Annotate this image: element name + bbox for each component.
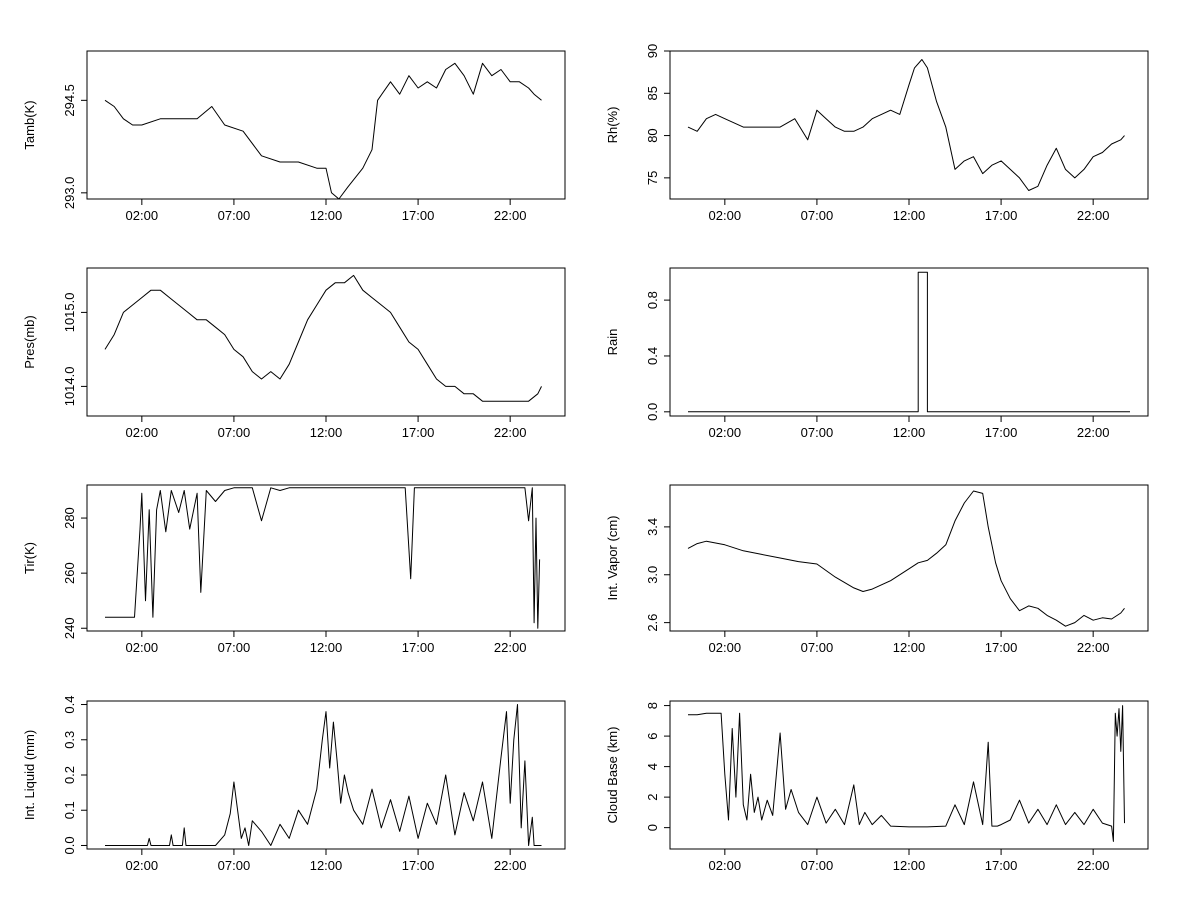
tamb-panel: 02:00 07:00 12:00 17:00 22:00 293.0 294.5 Tamb(… xyxy=(22,50,566,223)
cloud-base-series-line xyxy=(688,705,1125,842)
int-vapor-x-tick-label: 22:00 xyxy=(1077,640,1110,655)
tamb-y-tick-label: 293.0 xyxy=(62,177,77,210)
tamb-y-tick-label: 294.5 xyxy=(62,84,77,117)
cloud-base-x-tick-label: 07:00 xyxy=(801,858,834,873)
cloud-base-panel: 02:00 07:00 12:00 17:00 22:00 0 2 4 6 8 Cloud Base… xyxy=(605,700,1149,873)
rh-y-tick-label: 75 xyxy=(645,171,660,185)
rh-panel: 02:00 07:00 12:00 17:00 22:00 75 80 85 90 Rh(%) xyxy=(605,44,1149,223)
pres-y-tick-label: 1015.0 xyxy=(62,293,77,333)
cloud-base-y-axis-label: Cloud Base (km) xyxy=(605,727,620,824)
tamb-y-axis-label: Tamb(K) xyxy=(22,100,37,149)
int-liquid-y-tick-label: 0.4 xyxy=(62,695,77,713)
int-liquid-x-tick-label: 02:00 xyxy=(126,858,159,873)
int-liquid-y-axis-label: Int. Liquid (mm) xyxy=(22,730,37,820)
rh-y-tick-label: 80 xyxy=(645,128,660,142)
pres-x-tick-label: 02:00 xyxy=(126,425,159,440)
int-vapor-panel: 02:00 07:00 12:00 17:00 22:00 2.6 3.0 3.4 Int. V… xyxy=(605,484,1149,655)
rain-panel: 02:00 07:00 12:00 17:00 22:00 0.0 0.4 0.8 Rain xyxy=(605,267,1149,440)
pres-x-tick-label: 17:00 xyxy=(402,425,435,440)
tir-x-tick-label: 17:00 xyxy=(402,640,435,655)
rain-x-tick-label: 02:00 xyxy=(709,425,742,440)
int-vapor-x-tick-label: 02:00 xyxy=(709,640,742,655)
tamb-x-tick-label: 17:00 xyxy=(402,208,435,223)
int-vapor-y-tick-label: 3.0 xyxy=(645,566,660,584)
int-vapor-x-tick-label: 17:00 xyxy=(985,640,1018,655)
int-vapor-series-line xyxy=(687,490,1125,627)
tamb-x-tick-label: 12:00 xyxy=(310,208,343,223)
tir-series-line xyxy=(105,487,541,629)
tir-y-tick-label: 280 xyxy=(62,507,77,529)
tamb-series-line xyxy=(104,62,542,200)
tir-x-tick-label: 22:00 xyxy=(494,640,527,655)
rain-x-tick-label: 12:00 xyxy=(893,425,926,440)
pres-y-axis-label: Pres(mb) xyxy=(22,315,37,368)
rain-x-tick-label: 17:00 xyxy=(985,425,1018,440)
rh-x-tick-label: 12:00 xyxy=(893,208,926,223)
cloud-base-x-tick-label: 17:00 xyxy=(985,858,1018,873)
rain-x-tick-label: 07:00 xyxy=(801,425,834,440)
cloud-base-y-tick-label: 6 xyxy=(645,732,660,739)
int-liquid-series-line xyxy=(105,704,542,846)
cloud-base-x-tick-label: 02:00 xyxy=(709,858,742,873)
rh-y-axis-label: Rh(%) xyxy=(605,107,620,144)
rh-x-tick-label: 02:00 xyxy=(709,208,742,223)
cloud-base-y-tick-label: 0 xyxy=(645,824,660,831)
pres-y-tick-label: 1014.0 xyxy=(62,367,77,407)
tir-x-tick-label: 02:00 xyxy=(126,640,159,655)
tir-y-tick-label: 240 xyxy=(62,617,77,639)
pres-x-tick-label: 07:00 xyxy=(218,425,251,440)
tamb-x-tick-label: 07:00 xyxy=(218,208,251,223)
int-liquid-panel: 02:00 07:00 12:00 17:00 22:00 0.0 0.1 0.2 0.3 0.4… xyxy=(22,695,566,873)
pres-x-tick-label: 22:00 xyxy=(494,425,527,440)
pres-series-line xyxy=(104,274,542,402)
int-vapor-y-axis-label: Int. Vapor (cm) xyxy=(605,515,620,600)
rain-y-axis-label: Rain xyxy=(605,329,620,356)
cloud-base-y-tick-label: 4 xyxy=(645,763,660,770)
rain-y-tick-label: 0.4 xyxy=(645,347,660,365)
int-vapor-y-tick-label: 3.4 xyxy=(645,518,660,536)
tir-x-tick-label: 12:00 xyxy=(310,640,343,655)
int-liquid-y-tick-label: 0.0 xyxy=(62,836,77,854)
int-vapor-y-tick-label: 2.6 xyxy=(645,614,660,632)
tir-x-tick-label: 07:00 xyxy=(218,640,251,655)
int-vapor-x-tick-label: 07:00 xyxy=(801,640,834,655)
pres-x-tick-label: 12:00 xyxy=(310,425,343,440)
tamb-x-tick-label: 22:00 xyxy=(494,208,527,223)
cloud-base-x-tick-label: 12:00 xyxy=(893,858,926,873)
rh-series-line xyxy=(687,59,1125,191)
rain-x-tick-label: 22:00 xyxy=(1077,425,1110,440)
rh-x-tick-label: 22:00 xyxy=(1077,208,1110,223)
rh-x-tick-label: 17:00 xyxy=(985,208,1018,223)
tamb-x-tick-label: 02:00 xyxy=(126,208,159,223)
tir-y-axis-label: Tir(K) xyxy=(22,542,37,574)
tir-y-tick-label: 260 xyxy=(62,562,77,584)
int-liquid-x-tick-label: 22:00 xyxy=(494,858,527,873)
int-liquid-x-tick-label: 07:00 xyxy=(218,858,251,873)
rh-y-tick-label: 90 xyxy=(645,44,660,58)
int-liquid-x-tick-label: 17:00 xyxy=(402,858,435,873)
tir-panel: 02:00 07:00 12:00 17:00 22:00 240 260 280 Tir(K) xyxy=(22,484,566,655)
rh-x-tick-label: 07:00 xyxy=(801,208,834,223)
int-liquid-x-tick-label: 12:00 xyxy=(310,858,343,873)
cloud-base-y-tick-label: 8 xyxy=(645,702,660,709)
int-liquid-y-tick-label: 0.2 xyxy=(62,766,77,784)
rain-y-tick-label: 0.8 xyxy=(645,291,660,309)
int-liquid-y-tick-label: 0.1 xyxy=(62,801,77,819)
rain-y-tick-label: 0.0 xyxy=(645,403,660,421)
rh-y-tick-label: 85 xyxy=(645,86,660,100)
cloud-base-x-tick-label: 22:00 xyxy=(1077,858,1110,873)
rain-series-line xyxy=(688,271,1130,413)
cloud-base-y-tick-label: 2 xyxy=(645,794,660,801)
pres-panel: 02:00 07:00 12:00 17:00 22:00 1014.0 1015.0 Pre… xyxy=(22,267,566,440)
int-vapor-x-tick-label: 12:00 xyxy=(893,640,926,655)
int-liquid-y-tick-label: 0.3 xyxy=(62,731,77,749)
